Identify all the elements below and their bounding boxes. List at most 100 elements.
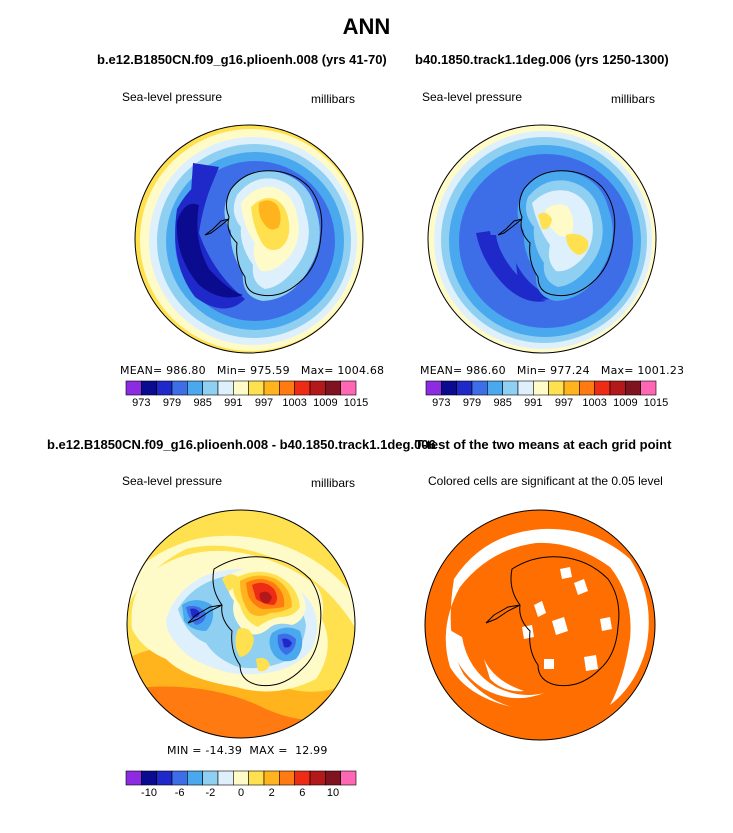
colorbar-swatch [309,770,326,786]
colorbar-swatch [517,380,534,396]
colorbar-top-left [125,380,357,396]
colorbar-tick-label: -6 [174,787,185,799]
colorbar-tick-label: 2 [268,787,275,799]
colorbar-swatch [171,380,188,396]
colorbar-swatch [248,380,265,396]
colorbar-tick-label: 985 [493,397,512,409]
low-pressure-region [191,163,219,201]
units-label-top-right: millibars [611,92,656,106]
panel-title-top-left: b.e12.B1850CN.f09_g16.plioenh.008 (yrs 4… [97,52,387,67]
colorbar-swatch [233,770,249,786]
units-label-bottom-left: millibars [311,476,356,490]
colorbar-swatch [640,380,657,396]
colorbar-tick-label: 979 [462,397,482,409]
colorbar-swatch [279,770,295,786]
colorbar-swatch [233,380,249,396]
colorbar-ticks-top-right: 973 979 985 991 997 1003 1009 1015 [426,397,668,411]
colorbar-swatch [533,380,549,396]
colorbar-tick-label: 997 [254,397,274,409]
colorbar-tick-label: 979 [162,397,182,409]
colorbar-swatch [202,380,219,396]
peninsula-coastline [485,604,521,624]
polar-map-top-left [134,124,364,354]
colorbar-swatch [548,380,565,396]
map-border [134,124,364,354]
colorbar-swatch [141,380,157,396]
colorbar-swatch [563,380,580,396]
colorbar-tick-label: 1009 [313,397,338,409]
stats-top-right: MEAN= 986.60 Min= 977.24 Max= 1001.23 [420,364,685,377]
colorbar-swatch [141,770,157,786]
peninsula-coastline [187,604,223,624]
map-border [427,124,657,354]
antarctica-coastline [510,556,620,687]
colorbar-swatch [263,380,280,396]
colorbar-swatch [279,380,295,396]
colorbar-swatch [187,770,203,786]
low-pressure-core [176,203,243,298]
colorbar-swatch [217,380,234,396]
colorbar-tick-label: 997 [554,397,574,409]
colorbar-tick-label: -10 [141,787,157,799]
colorbar-swatch [309,380,326,396]
colorbar-swatch [340,380,357,396]
antarctica-coastline [212,556,322,687]
colorbar-swatch [125,770,142,786]
variable-label-top-left: Sea-level pressure [122,90,223,104]
colorbar-swatch [471,380,488,396]
colorbar-swatch [579,380,595,396]
colorbar-swatch [263,770,280,786]
polar-map-bottom-left [126,509,356,739]
colorbar-swatch [156,770,173,786]
colorbar-swatch [248,770,265,786]
colorbar-swatch [202,770,219,786]
panel-title-top-right: b40.1850.track1.1deg.006 (yrs 1250-1300) [415,52,669,67]
colorbar-tick-label: 991 [524,397,543,409]
colorbar-tick-label: 985 [193,397,212,409]
colorbar-tick-label: 973 [432,397,451,409]
colorbar-tick-label: -2 [205,787,216,799]
panel-title-bottom-left: b.e12.B1850CN.f09_g16.plioenh.008 - b40.… [47,437,436,452]
colorbar-ticks-bottom-left: -10 -6 -2 0 2 6 10 [126,787,356,801]
colorbar-swatch [325,380,341,396]
colorbar-swatch [294,380,311,396]
colorbar-swatch [294,770,311,786]
colorbar-swatch [325,770,341,786]
colorbar-swatch [156,380,173,396]
colorbar-tick-label: 10 [326,787,340,799]
colorbar-swatch [187,380,203,396]
units-label-top-left: millibars [311,92,356,106]
stats-bottom-left: MIN = -14.39 MAX = 12.99 [167,744,328,757]
colorbar-tick-label: 991 [224,397,243,409]
colorbar-swatch [487,380,503,396]
colorbar-swatch [340,770,357,786]
colorbar-swatch [441,380,457,396]
colorbar-top-right [425,380,657,396]
colorbar-swatch [594,380,611,396]
colorbar-swatch [609,380,626,396]
colorbar-swatch [217,770,234,786]
significant-cells [425,510,655,740]
colorbar-tick-label: 1015 [643,397,669,409]
polar-map-bottom-right [424,509,656,741]
colorbar-ticks-top-left: 973 979 985 991 997 1003 1009 1015 [126,397,368,411]
colorbar-swatch [425,380,442,396]
colorbar-swatch [456,380,473,396]
colorbar-tick-label: 1015 [343,397,369,409]
significance-note: Colored cells are significant at the 0.0… [428,474,663,488]
peninsula-coastline [204,218,230,236]
map-border [126,509,356,739]
colorbar-tick-label: 973 [132,397,151,409]
panel-title-bottom-right: T-test of the two means at each grid poi… [415,437,672,452]
colorbar-tick-label: 6 [299,787,306,799]
colorbar-tick-label: 1009 [613,397,638,409]
stats-top-left: MEAN= 986.80 Min= 975.59 Max= 1004.68 [120,364,385,377]
colorbar-swatch [502,380,519,396]
colorbar-swatch [625,380,641,396]
antarctica-coastline [225,170,323,297]
colorbar-tick-label: 0 [237,787,245,799]
colorbar-swatch [125,380,142,396]
colorbar-tick-label: 1003 [582,397,607,409]
antarctica-coastline [518,170,616,297]
colorbar-swatch [171,770,188,786]
